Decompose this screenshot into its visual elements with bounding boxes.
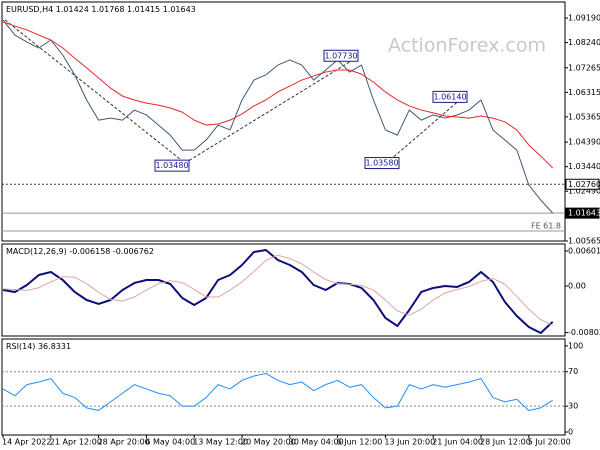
y-tick-label: 1.06315 — [568, 88, 600, 97]
y-tick-label: 1.09190 — [568, 14, 600, 23]
x-tick-label: 21 Apr 12:00 — [50, 438, 102, 447]
annotation-label: 1.06140 — [433, 92, 466, 101]
x-tick-label: 28 Apr 20:00 — [98, 438, 150, 447]
header-item: 1.01643 — [163, 5, 196, 14]
x-tick-label: 20 May 20:00 — [241, 438, 296, 447]
y-tick-label: 1.05365 — [568, 112, 600, 121]
panel-header: RSI(14) 36.8331 — [6, 342, 71, 351]
series-line — [2, 372, 553, 411]
panel-frame — [1, 243, 566, 337]
annotation-label: 1.03480 — [155, 161, 188, 170]
header-item: 1.01424 — [56, 5, 89, 14]
panel-frame — [1, 1, 566, 242]
annotation-label: 1.03580 — [365, 159, 398, 168]
trend-line — [4, 19, 186, 164]
x-tick-label: 6 May 04:00 — [145, 438, 195, 447]
y-tick-label: 1.00565 — [568, 237, 600, 246]
panel-header: EURUSD,H4 1.01424 1.01768 1.01415 1.0164… — [6, 5, 196, 14]
y-tick-label: 0.00 — [568, 281, 586, 290]
header-item: -0.006158 — [69, 247, 110, 256]
trend-line — [184, 57, 357, 164]
panel-header: MACD(12,26,9) -0.006158 -0.006762 — [6, 247, 154, 256]
level-box — [565, 207, 600, 219]
header-item: RSI(14) — [6, 342, 35, 351]
level-box — [565, 178, 600, 190]
level-label: 1.02760 — [568, 180, 600, 189]
series-line — [2, 248, 554, 334]
x-tick-label: 28 Jun 12:00 — [480, 438, 531, 447]
x-tick-label: 13 May 12:00 — [193, 438, 248, 447]
annotation-box — [364, 157, 400, 170]
x-tick-label: 21 Jun 04:00 — [432, 438, 483, 447]
annotation-box — [323, 49, 359, 62]
header-item: 36.8331 — [38, 342, 71, 351]
y-tick-label: 0 — [568, 427, 573, 436]
series-line — [2, 19, 554, 214]
header-item: -0.006762 — [113, 247, 154, 256]
watermark: ActionForex.com — [388, 35, 546, 57]
panel-frame — [1, 338, 566, 436]
header-item: MACD(12,26,9) — [6, 247, 67, 256]
y-tick-label: -0.00802 — [568, 328, 600, 337]
y-tick-label: 0.006018 — [568, 246, 600, 255]
header-item: 1.01768 — [91, 5, 124, 14]
x-tick-label: 6 Jun 12:00 — [337, 438, 383, 447]
trend-line — [389, 97, 463, 161]
y-tick-label: 1.07265 — [568, 63, 600, 72]
annotation-label: 1.07730 — [324, 51, 357, 60]
fe-label: FE 61.8 — [531, 222, 561, 231]
y-tick-label: 100 — [568, 341, 583, 350]
series-line — [2, 21, 554, 169]
header-item: 1.01415 — [127, 5, 160, 14]
y-tick-label: 30 — [568, 402, 578, 411]
y-tick-label: 1.03440 — [568, 162, 600, 171]
level-label: 1.01643 — [568, 209, 600, 218]
x-tick-label: 30 May 04:00 — [289, 438, 344, 447]
y-tick-label: 1.08240 — [568, 38, 600, 47]
annotation-box — [154, 159, 190, 172]
y-tick-label: 1.02490 — [568, 187, 600, 196]
series-line — [2, 254, 553, 326]
annotation-box — [432, 90, 468, 103]
x-tick-label: 13 Jun 20:00 — [384, 438, 435, 447]
y-tick-label: 70 — [568, 367, 578, 376]
header-item: EURUSD,H4 — [6, 5, 53, 14]
y-tick-label: 1.04390 — [568, 138, 600, 147]
x-tick-label: 5 Jul 20:00 — [528, 438, 571, 447]
x-tick-label: 14 Apr 2022 — [2, 438, 51, 447]
